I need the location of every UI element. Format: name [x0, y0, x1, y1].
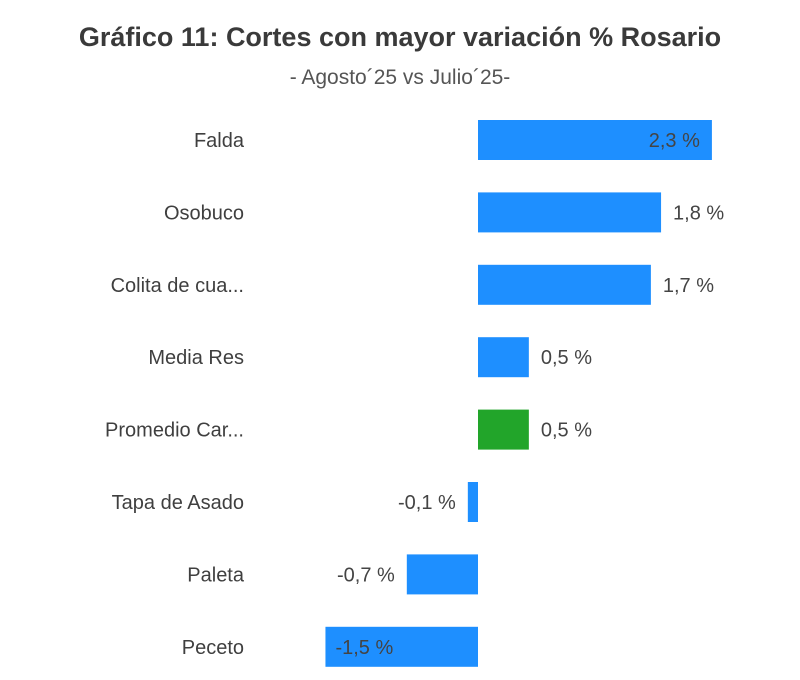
- category-label: Peceto: [182, 637, 244, 659]
- value-label: 1,7 %: [663, 275, 714, 297]
- bar-peceto: [325, 626, 478, 667]
- category-label: Falda: [194, 130, 245, 152]
- category-label: Osobuco: [164, 202, 244, 224]
- bar-media-res: [478, 337, 529, 378]
- bar-falda: [478, 120, 712, 160]
- chart-subtitle: - Agosto´25 vs Julio´25-: [289, 66, 511, 89]
- value-label: 0,5 %: [541, 347, 592, 369]
- bar-paleta: [406, 554, 478, 595]
- bar-promedio-car: [478, 409, 529, 450]
- category-label: Paleta: [187, 564, 245, 586]
- bar-tapa-de-asado: [467, 482, 478, 522]
- category-label: Promedio Car...: [105, 420, 244, 442]
- value-label: 0,5 %: [541, 420, 592, 442]
- category-label: Media Res: [148, 347, 244, 369]
- bar-colita-de-cua: [478, 264, 651, 305]
- chart-title: Gráfico 11: Cortes con mayor variación %…: [78, 22, 722, 52]
- value-label: 1,8 %: [673, 202, 724, 224]
- value-label: -1,5 %: [335, 637, 393, 659]
- category-label: Tapa de Asado: [112, 492, 244, 514]
- value-label: -0,7 %: [337, 564, 395, 586]
- category-label: Colita de cua...: [111, 275, 244, 297]
- value-label: 2,3 %: [649, 130, 700, 152]
- bar-osobuco: [478, 192, 662, 233]
- value-label: -0,1 %: [398, 492, 456, 514]
